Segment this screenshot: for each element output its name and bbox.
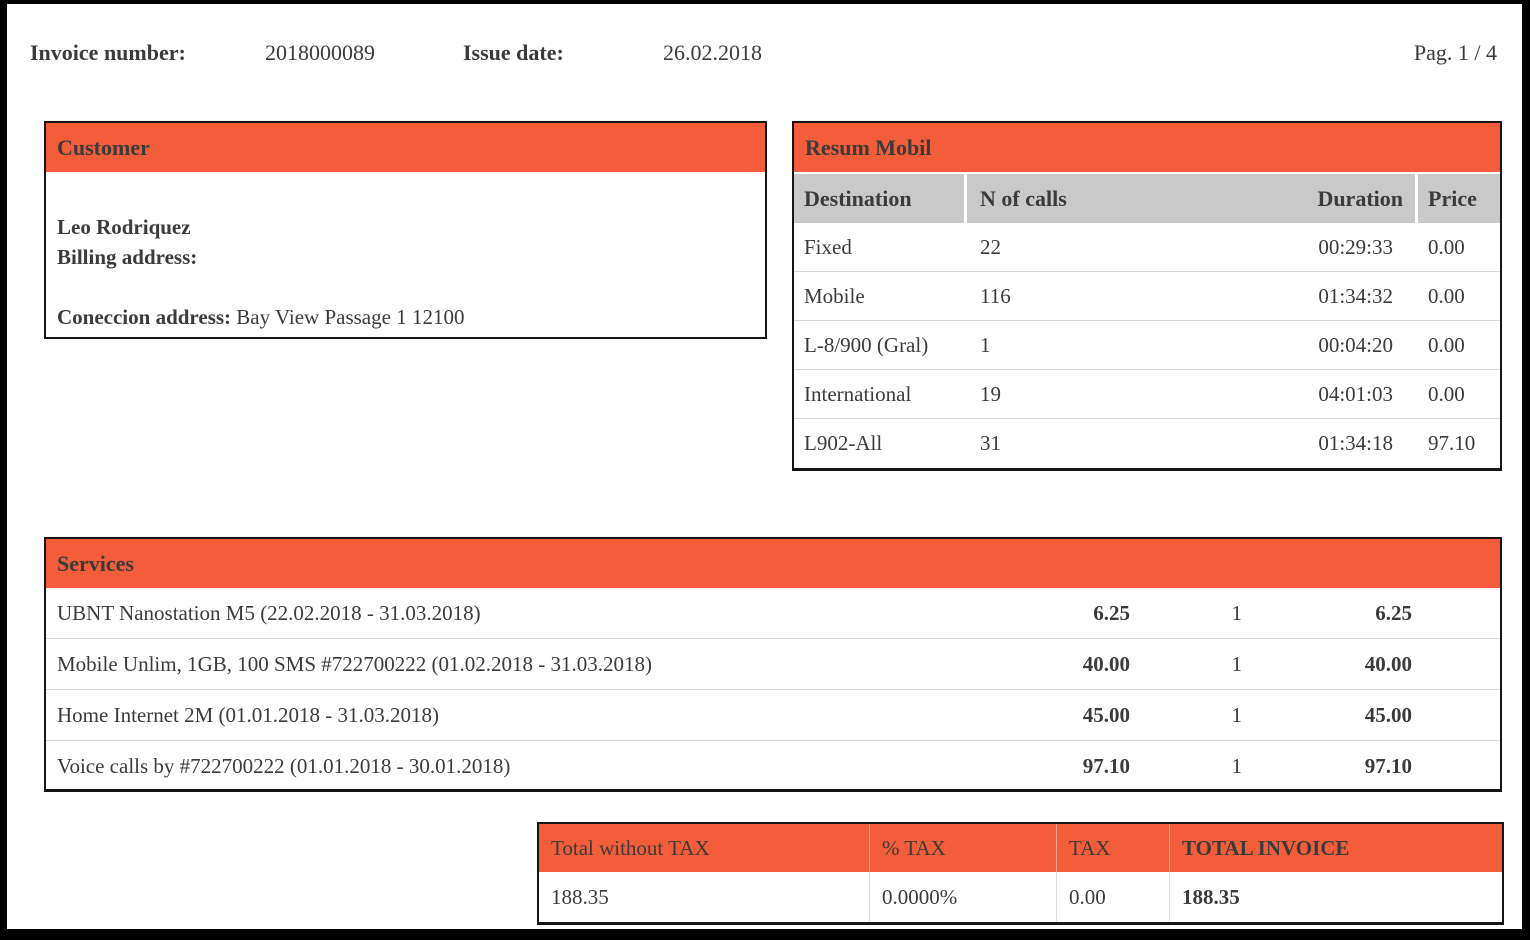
tax-value: 0.00 bbox=[1056, 872, 1169, 922]
service-description: UBNT Nanostation M5 (22.02.2018 - 31.03.… bbox=[57, 600, 481, 625]
price-cell: 0.00 bbox=[1428, 283, 1465, 308]
resum-mobil-column-header: Destination N of calls Duration Price bbox=[794, 174, 1500, 223]
calls-cell: 1 bbox=[980, 332, 991, 357]
duration-cell: 01:34:18 bbox=[1318, 431, 1393, 455]
duration-cell: 00:04:20 bbox=[1318, 332, 1393, 357]
service-unit-price: 6.25 bbox=[1093, 600, 1130, 625]
service-row: Voice calls by #722700222 (01.01.2018 - … bbox=[46, 741, 1500, 792]
service-unit-price: 45.00 bbox=[1082, 702, 1130, 727]
service-total: 97.10 bbox=[1364, 754, 1412, 778]
price-cell: 0.00 bbox=[1428, 234, 1465, 259]
totals-header-row: Total without TAX % TAX TAX TOTAL INVOIC… bbox=[539, 824, 1502, 872]
destination-cell: L902-All bbox=[804, 431, 883, 455]
customer-name: Leo Rodriquez bbox=[57, 215, 191, 239]
resum-mobil-table: Resum Mobil Destination N of calls Durat… bbox=[792, 121, 1502, 471]
price-cell: 97.10 bbox=[1428, 431, 1476, 455]
service-quantity: 1 bbox=[1231, 754, 1243, 778]
resum-row: International 19 04:01:03 0.00 bbox=[794, 370, 1500, 419]
column-header-n-of-calls: N of calls bbox=[967, 174, 1255, 223]
service-quantity: 1 bbox=[1231, 651, 1243, 676]
service-quantity: 1 bbox=[1231, 600, 1243, 625]
issue-date-value: 26.02.2018 bbox=[663, 40, 762, 65]
services-table: Services UBNT Nanostation M5 (22.02.2018… bbox=[44, 537, 1502, 792]
page-number: Pag. 1 / 4 bbox=[1413, 40, 1497, 65]
destination-cell: International bbox=[804, 381, 912, 406]
customer-box-title: Customer bbox=[46, 123, 765, 172]
pct-tax-value: 0.0000% bbox=[869, 872, 1056, 922]
duration-cell: 01:34:32 bbox=[1318, 283, 1393, 308]
totals-value-row: 188.35 0.0000% 0.00 188.35 bbox=[539, 872, 1502, 922]
issue-date-label: Issue date: bbox=[463, 40, 564, 65]
resum-row: L-8/900 (Gral) 1 00:04:20 0.00 bbox=[794, 321, 1500, 370]
customer-box-body: Leo Rodriquez Billing address: Coneccion… bbox=[46, 172, 765, 332]
invoice-header-bar: Invoice number: 2018000089 Issue date: 2… bbox=[7, 40, 1522, 70]
service-row: UBNT Nanostation M5 (22.02.2018 - 31.03.… bbox=[46, 588, 1500, 639]
service-description: Mobile Unlim, 1GB, 100 SMS #722700222 (0… bbox=[57, 651, 653, 676]
service-total: 40.00 bbox=[1364, 651, 1412, 676]
calls-cell: 22 bbox=[980, 234, 1001, 259]
column-header-destination: Destination bbox=[794, 174, 964, 223]
price-cell: 0.00 bbox=[1428, 381, 1465, 406]
destination-cell: L-8/900 (Gral) bbox=[804, 332, 929, 357]
resum-mobil-title: Resum Mobil bbox=[794, 123, 1500, 172]
resum-row: Mobile 116 01:34:32 0.00 bbox=[794, 272, 1500, 321]
connection-address-value: Bay View Passage 1 12100 bbox=[236, 305, 465, 329]
invoice-number-value: 2018000089 bbox=[265, 40, 375, 65]
calls-cell: 19 bbox=[980, 381, 1001, 406]
customer-box: Customer Leo Rodriquez Billing address: … bbox=[44, 121, 767, 339]
resum-row: Fixed 22 00:29:33 0.00 bbox=[794, 223, 1500, 272]
service-row: Home Internet 2M (01.01.2018 - 31.03.201… bbox=[46, 690, 1500, 741]
connection-address-label: Coneccion address: bbox=[57, 305, 237, 329]
destination-cell: Mobile bbox=[804, 283, 865, 308]
calls-cell: 31 bbox=[980, 431, 1001, 455]
total-invoice-label: TOTAL INVOICE bbox=[1169, 824, 1502, 872]
total-invoice-value: 188.35 bbox=[1169, 872, 1502, 922]
resum-row: L902-All 31 01:34:18 97.10 bbox=[794, 419, 1500, 468]
price-cell: 0.00 bbox=[1428, 332, 1465, 357]
destination-cell: Fixed bbox=[804, 234, 852, 259]
service-quantity: 1 bbox=[1231, 702, 1243, 727]
column-header-price: Price bbox=[1418, 174, 1500, 223]
services-title: Services bbox=[46, 539, 1500, 588]
service-unit-price: 40.00 bbox=[1082, 651, 1130, 676]
service-total: 6.25 bbox=[1375, 600, 1412, 625]
billing-address-label: Billing address: bbox=[57, 245, 198, 269]
service-unit-price: 97.10 bbox=[1082, 754, 1130, 778]
duration-cell: 00:29:33 bbox=[1318, 234, 1393, 259]
service-description: Home Internet 2M (01.01.2018 - 31.03.201… bbox=[57, 702, 440, 727]
pct-tax-label: % TAX bbox=[869, 824, 1056, 872]
service-row: Mobile Unlim, 1GB, 100 SMS #722700222 (0… bbox=[46, 639, 1500, 690]
totals-table: Total without TAX % TAX TAX TOTAL INVOIC… bbox=[537, 822, 1504, 925]
total-without-tax-value: 188.35 bbox=[551, 884, 609, 909]
duration-cell: 04:01:03 bbox=[1318, 381, 1393, 406]
spacer-line bbox=[57, 272, 754, 302]
connection-address-line: Coneccion address: Bay View Passage 1 12… bbox=[57, 302, 754, 332]
service-total: 45.00 bbox=[1364, 702, 1412, 727]
tax-label: TAX bbox=[1056, 824, 1169, 872]
invoice-number-label: Invoice number: bbox=[30, 40, 186, 65]
calls-cell: 116 bbox=[980, 283, 1011, 308]
column-header-duration: Duration bbox=[1255, 174, 1415, 223]
total-without-tax-label: Total without TAX bbox=[551, 835, 710, 860]
service-description: Voice calls by #722700222 (01.01.2018 - … bbox=[57, 754, 511, 778]
